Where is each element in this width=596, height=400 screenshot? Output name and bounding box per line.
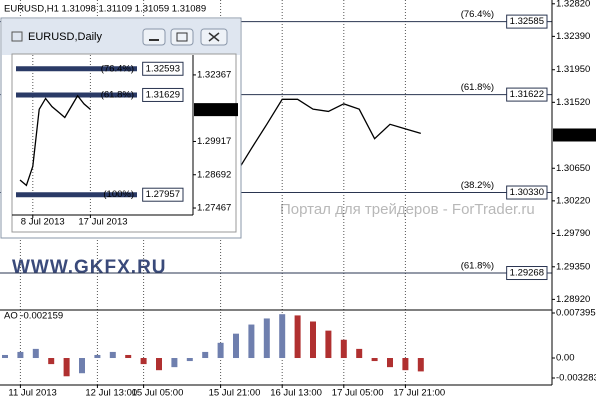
fib-price-box xyxy=(506,185,548,200)
fib-percent: (61.8%) xyxy=(101,89,134,100)
ao-bar xyxy=(340,339,347,359)
fib-percent: (76.4%) xyxy=(101,63,134,74)
y-tick-label: 1.30220 xyxy=(556,195,590,206)
y-tick-label: 1.30650 xyxy=(556,163,590,174)
y-tick-label: 1.28692 xyxy=(197,169,231,180)
fib-price-box xyxy=(142,87,184,102)
x-tick-label: 11 Jul 2013 xyxy=(8,388,56,399)
y-tick-label: 1.29350 xyxy=(556,261,590,272)
ao-bar xyxy=(248,324,255,359)
ao-bar xyxy=(17,351,24,359)
ao-bar xyxy=(417,358,424,372)
ao-panel: AO -0.002159 0.007395 0.00 -0.003283 xyxy=(0,308,596,384)
x-tick-label: 8 Jul 2013 xyxy=(21,217,65,228)
x-tick-label: 17 Jul 21:00 xyxy=(393,388,445,399)
fib-percent: (76.4%) xyxy=(461,9,494,20)
last-price-label: 1.31089 xyxy=(197,104,231,115)
minimize-button[interactable] xyxy=(142,28,166,46)
ao-bar xyxy=(186,358,193,362)
y-tick-label: -0.003283 xyxy=(556,373,596,384)
inset-window: EURUSD,Daily 1.32367 1.29917 1.28692 1.2746… xyxy=(0,17,242,239)
chart-title: EURUSD,H1 1.31098 1.31109 1.31059 1.3108… xyxy=(4,4,206,15)
y-tick-label: 1.29917 xyxy=(197,136,231,147)
y-tick-label: 1.27467 xyxy=(197,203,231,214)
ao-bar xyxy=(387,358,393,368)
ao-bar xyxy=(79,358,85,374)
ao-bar xyxy=(217,342,224,359)
ao-bar xyxy=(125,354,132,359)
ao-bar xyxy=(371,358,378,362)
price-line xyxy=(19,94,91,187)
indicator-title: AO -0.002159 xyxy=(4,311,63,322)
fib-percent: (61.8%) xyxy=(461,82,494,93)
maximize-button[interactable] xyxy=(170,28,194,46)
fib-percent: (61.8%) xyxy=(461,261,494,272)
close-icon xyxy=(208,32,220,42)
y-tick-label: 1.32820 xyxy=(556,0,590,9)
y-tick-label: 0.00 xyxy=(556,353,575,364)
window-title[interactable]: EURUSD,Daily xyxy=(28,31,102,43)
y-tick-label: 1.31520 xyxy=(556,97,590,108)
ao-bar xyxy=(32,348,39,359)
x-tick-label: 17 Jul 05:00 xyxy=(332,388,384,399)
fib-price-label: 1.29268 xyxy=(510,268,544,279)
fib-price-box xyxy=(506,87,548,102)
ao-bar xyxy=(63,358,70,377)
x-tick-label: 17 Jul 2013 xyxy=(78,217,127,228)
y-tick-label: 1.29790 xyxy=(556,228,590,239)
fib-price-label: 1.31629 xyxy=(146,89,180,100)
fib-price-label: 1.32585 xyxy=(510,16,544,27)
ao-bar xyxy=(233,333,239,359)
ao-bar xyxy=(140,358,147,365)
ao-bar xyxy=(109,351,116,359)
title-bar xyxy=(2,19,240,55)
ao-bar xyxy=(310,321,316,359)
window-icon xyxy=(11,31,23,42)
x-tick-label: 15 Jul 21:00 xyxy=(209,388,261,399)
fib-price-label: 1.27957 xyxy=(146,189,180,200)
ao-bar xyxy=(48,358,55,365)
last-price-label: 1.31089 xyxy=(556,130,590,141)
ao-bar xyxy=(402,358,409,371)
fib-price-label: 1.30330 xyxy=(510,187,544,198)
last-price-box xyxy=(553,128,596,142)
ao-bar xyxy=(202,351,209,359)
fib-price-label: 1.32593 xyxy=(146,63,180,74)
x-tick-label: 15 Jul 05:00 xyxy=(132,388,184,399)
y-tick-label: 1.32367 xyxy=(197,69,231,80)
ao-bar xyxy=(2,354,8,359)
y-tick-label: 1.32390 xyxy=(556,31,590,42)
fib-percent: (38.2%) xyxy=(461,180,494,191)
ao-bar xyxy=(171,358,178,368)
fib-price-box xyxy=(506,266,548,281)
inset-plot xyxy=(11,53,237,233)
x-tick-label: 12 Jul 13:00 xyxy=(85,388,137,399)
y-tick-label: 0.007395 xyxy=(556,308,596,319)
y-tick-label: 1.28920 xyxy=(556,294,590,305)
watermark: Портал для трейдеров - ForTrader.ru xyxy=(280,201,535,218)
fib-price-box xyxy=(506,14,548,29)
ao-bar xyxy=(156,358,162,371)
fib-price-label: 1.31622 xyxy=(510,89,544,100)
x-tick-label: 16 Jul 13:00 xyxy=(270,388,322,399)
fib-price-box xyxy=(142,187,184,202)
fib-percent: (100%) xyxy=(103,189,134,200)
last-price-box xyxy=(194,103,238,117)
ao-bar xyxy=(263,318,270,359)
maximize-icon xyxy=(176,32,188,42)
ao-bar xyxy=(294,315,301,359)
ao-bar xyxy=(356,348,363,359)
ao-bar xyxy=(325,330,332,359)
fib-price-box xyxy=(142,61,184,76)
ao-bar xyxy=(279,314,286,359)
y-tick-label: 1.31950 xyxy=(556,64,590,75)
ao-bar xyxy=(94,354,101,359)
